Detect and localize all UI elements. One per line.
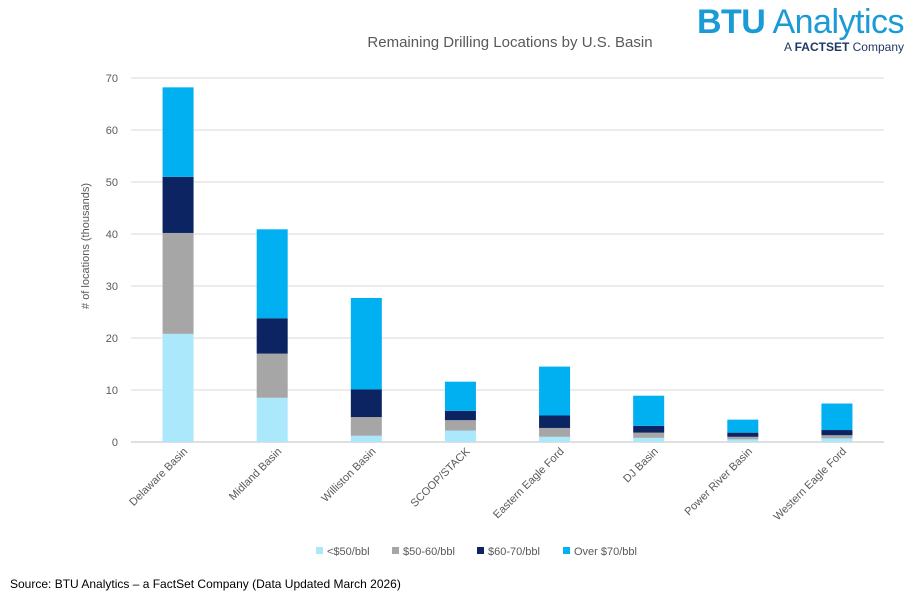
x-tick-label: DJ Basin	[621, 446, 661, 486]
y-tick-label: 20	[106, 333, 118, 345]
source-note: Source: BTU Analytics – a FactSet Compan…	[10, 577, 401, 591]
bar-segment	[256, 397, 288, 442]
y-tick-label: 70	[106, 73, 118, 85]
y-tick-label: 40	[106, 229, 118, 241]
bar-segment	[256, 318, 288, 354]
logo-tagline: A FACTSET Company	[697, 40, 904, 54]
bar-segment	[727, 436, 759, 440]
legend-label: Over $70/bbl	[574, 546, 637, 558]
bar-segment	[821, 403, 853, 431]
legend-swatch	[563, 547, 570, 554]
y-tick-label: 10	[106, 385, 118, 397]
logo-tagline-bold: FACTSET	[794, 40, 850, 54]
bar-segment	[350, 297, 382, 390]
bar-segment	[633, 432, 665, 438]
x-tick-label: SCOOP/STACK	[408, 445, 473, 510]
x-axis-ticks: Delaware Basin Midland Basin Williston Bas…	[127, 445, 849, 523]
gridlines	[131, 77, 884, 443]
legend-label: $60-70/bbl	[488, 546, 540, 558]
bar-segment	[162, 176, 194, 233]
bar-segment	[633, 425, 665, 433]
bar-segment	[539, 366, 571, 416]
legend-label: $50-60/bbl	[403, 546, 455, 558]
legend-swatch	[316, 547, 323, 554]
bar-segment	[444, 410, 476, 421]
logo-brand-bold: BTU	[696, 3, 766, 41]
bar-segment	[444, 430, 476, 442]
legend-swatch	[392, 547, 399, 554]
y-tick-label: 50	[106, 177, 118, 189]
bar-segment	[350, 417, 382, 436]
logo-tagline-prefix: A	[783, 40, 795, 54]
y-tick-label: 30	[106, 281, 118, 293]
bar-segment	[350, 435, 382, 442]
bar-segment	[821, 435, 853, 439]
bar-segment	[162, 333, 194, 442]
logo-tagline-suffix: Company	[849, 40, 904, 54]
x-tick-label: Western Eagle Ford	[772, 446, 850, 524]
x-tick-label: Delaware Basin	[127, 446, 190, 509]
x-tick-label: Power River Basin	[682, 446, 754, 518]
bar-segment	[539, 415, 571, 428]
chart-title: Remaining Drilling Locations by U.S. Bas…	[367, 34, 652, 51]
bar-segment	[633, 395, 665, 426]
bar-segment	[162, 87, 194, 177]
logo-wordmark: BTU Analytics	[696, 2, 905, 42]
bar-segment	[727, 432, 759, 437]
bar-segment	[444, 381, 476, 411]
legend-label: <$50/bbl	[327, 546, 370, 558]
legend-swatch	[477, 547, 484, 554]
bar-segment	[539, 427, 571, 437]
bar-segment	[444, 420, 476, 431]
bar-segment	[727, 439, 759, 442]
bar-segment	[821, 438, 853, 442]
legend: <$50/bbl $50-60/bbl $60-70/bbl Over $70/bbl	[316, 546, 637, 558]
x-tick-label: Midland Basin	[227, 446, 284, 503]
y-tick-label: 60	[106, 125, 118, 137]
x-tick-label: Eastern Eagle Ford	[491, 446, 567, 522]
bars	[162, 87, 853, 442]
brand-logo: BTU Analytics A FACTSET Company	[696, 2, 905, 54]
y-axis-ticks: 0 10 20 30 40 50 60 70	[106, 73, 118, 449]
logo-brand-rest: Analytics	[765, 3, 904, 41]
bar-segment	[727, 419, 759, 433]
bar-segment	[256, 229, 288, 319]
y-tick-label: 0	[112, 437, 118, 449]
y-axis-label: # of locations (thousands)	[80, 183, 92, 309]
bar-segment	[539, 436, 571, 442]
bar-segment	[256, 353, 288, 398]
bar-segment	[633, 437, 665, 442]
bar-segment	[821, 430, 853, 436]
bar-segment	[350, 389, 382, 418]
x-tick-label: Williston Basin	[319, 446, 378, 505]
bar-segment	[162, 232, 194, 334]
